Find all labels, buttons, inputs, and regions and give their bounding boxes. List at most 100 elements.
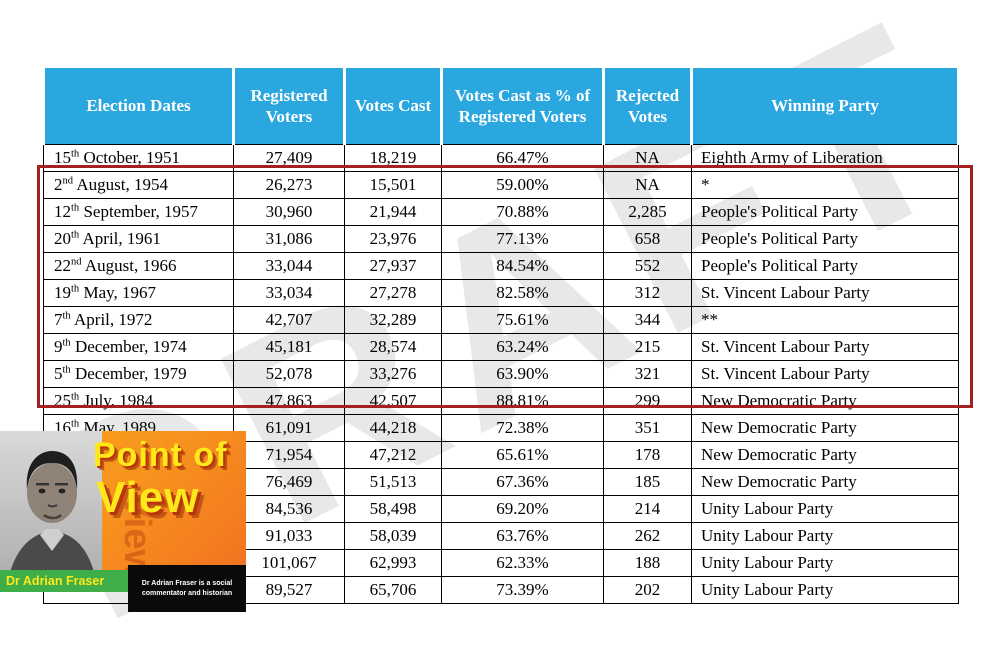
cell-votes-cast: 15,501 bbox=[344, 171, 442, 199]
table-row: 84,536 58,498 69.20% 214 Unity Labour Pa… bbox=[43, 495, 959, 523]
cell-winning-party: Unity Labour Party bbox=[691, 549, 959, 577]
cell-election-date: 15th October, 1951 bbox=[43, 144, 234, 172]
cell-election-date: 22nd August, 1966 bbox=[43, 252, 234, 280]
cell-votes-cast: 18,219 bbox=[344, 144, 442, 172]
cell-winning-party: People's Political Party bbox=[691, 198, 959, 226]
cell-votes-cast: 51,513 bbox=[344, 468, 442, 496]
cell-election-date: 25th July, 1984 bbox=[43, 387, 234, 415]
cell-votes-cast: 44,218 bbox=[344, 414, 442, 442]
cell-registered-voters: 33,034 bbox=[233, 279, 345, 307]
cell-votes-cast-pct: 69.20% bbox=[441, 495, 604, 523]
table-row: 7th April, 1972 42,707 32,289 75.61% 344… bbox=[43, 306, 959, 334]
portrait-photo bbox=[0, 431, 102, 592]
cell-registered-voters: 31,086 bbox=[233, 225, 345, 253]
cell-election-date: 2nd August, 1954 bbox=[43, 171, 234, 199]
cell-election-date: 7th April, 1972 bbox=[43, 306, 234, 334]
cell-election-date: 12th September, 1957 bbox=[43, 198, 234, 226]
cell-rejected-votes: 202 bbox=[603, 576, 692, 604]
cell-rejected-votes: 658 bbox=[603, 225, 692, 253]
cell-votes-cast: 27,937 bbox=[344, 252, 442, 280]
cell-rejected-votes: 299 bbox=[603, 387, 692, 415]
cell-registered-voters: 42,707 bbox=[233, 306, 345, 334]
cell-votes-cast-pct: 82.58% bbox=[441, 279, 604, 307]
cell-winning-party: New Democratic Party bbox=[691, 441, 959, 469]
cell-winning-party: New Democratic Party bbox=[691, 414, 959, 442]
cell-winning-party: St. Vincent Labour Party bbox=[691, 279, 959, 307]
table-row: 9th December, 1974 45,181 28,574 63.24% … bbox=[43, 333, 959, 361]
cell-registered-voters: 89,527 bbox=[233, 576, 345, 604]
cell-registered-voters: 30,960 bbox=[233, 198, 345, 226]
cell-winning-party: * bbox=[691, 171, 959, 199]
cell-winning-party: People's Political Party bbox=[691, 252, 959, 280]
cell-election-date: 9th December, 1974 bbox=[43, 333, 234, 361]
cell-votes-cast: 65,706 bbox=[344, 576, 442, 604]
cell-registered-voters: 26,273 bbox=[233, 171, 345, 199]
cell-votes-cast-pct: 63.76% bbox=[441, 522, 604, 550]
cell-registered-voters: 27,409 bbox=[233, 144, 345, 172]
table-row: 15th October, 1951 27,409 18,219 66.47% … bbox=[43, 144, 959, 172]
cell-rejected-votes: 2,285 bbox=[603, 198, 692, 226]
cell-votes-cast-pct: 77.13% bbox=[441, 225, 604, 253]
cell-winning-party: People's Political Party bbox=[691, 225, 959, 253]
cell-rejected-votes: 344 bbox=[603, 306, 692, 334]
election-table-body: 15th October, 1951 27,409 18,219 66.47% … bbox=[43, 144, 959, 604]
cell-rejected-votes: 321 bbox=[603, 360, 692, 388]
cell-rejected-votes: 312 bbox=[603, 279, 692, 307]
cell-votes-cast: 21,944 bbox=[344, 198, 442, 226]
banner-title-line2: View bbox=[96, 473, 200, 522]
column-header-election-dates: Election Dates bbox=[42, 68, 235, 145]
table-row: 20th April, 1961 31,086 23,976 77.13% 65… bbox=[43, 225, 959, 253]
cell-winning-party: New Democratic Party bbox=[691, 468, 959, 496]
portrait-photo-illustration bbox=[0, 431, 102, 592]
cell-rejected-votes: 214 bbox=[603, 495, 692, 523]
cell-votes-cast-pct: 62.33% bbox=[441, 549, 604, 577]
cell-votes-cast-pct: 59.00% bbox=[441, 171, 604, 199]
cell-votes-cast: 58,039 bbox=[344, 522, 442, 550]
cell-rejected-votes: NA bbox=[603, 171, 692, 199]
cell-votes-cast: 33,276 bbox=[344, 360, 442, 388]
table-row: 22nd August, 1966 33,044 27,937 84.54% 5… bbox=[43, 252, 959, 280]
cell-winning-party: Eighth Army of Liberation bbox=[691, 144, 959, 172]
cell-election-date: 20th April, 1961 bbox=[43, 225, 234, 253]
cell-votes-cast-pct: 63.24% bbox=[441, 333, 604, 361]
cell-votes-cast-pct: 88.81% bbox=[441, 387, 604, 415]
cell-votes-cast-pct: 72.38% bbox=[441, 414, 604, 442]
cell-votes-cast-pct: 75.61% bbox=[441, 306, 604, 334]
table-row: 2nd August, 1954 26,273 15,501 59.00% NA… bbox=[43, 171, 959, 199]
cell-winning-party: Unity Labour Party bbox=[691, 495, 959, 523]
cell-rejected-votes: 262 bbox=[603, 522, 692, 550]
author-caption: Dr Adrian Fraser is a social commentator… bbox=[128, 565, 246, 612]
cell-votes-cast-pct: 70.88% bbox=[441, 198, 604, 226]
cell-registered-voters: 33,044 bbox=[233, 252, 345, 280]
header-row: Election Dates Registered Voters Votes C… bbox=[42, 68, 960, 145]
cell-votes-cast: 27,278 bbox=[344, 279, 442, 307]
column-header-votes-cast: Votes Cast bbox=[343, 68, 443, 145]
cell-election-date: 19th May, 1967 bbox=[43, 279, 234, 307]
cell-registered-voters: 47,863 bbox=[233, 387, 345, 415]
cell-votes-cast: 28,574 bbox=[344, 333, 442, 361]
cell-votes-cast-pct: 65.61% bbox=[441, 441, 604, 469]
cell-votes-cast: 42,507 bbox=[344, 387, 442, 415]
column-header-rejected-votes: Rejected Votes bbox=[602, 68, 693, 145]
table-row: 19th May, 1967 33,034 27,278 82.58% 312 … bbox=[43, 279, 959, 307]
cell-votes-cast: 47,212 bbox=[344, 441, 442, 469]
cell-registered-voters: 61,091 bbox=[233, 414, 345, 442]
cell-registered-voters: 101,067 bbox=[233, 549, 345, 577]
cell-rejected-votes: 185 bbox=[603, 468, 692, 496]
cell-votes-cast-pct: 67.36% bbox=[441, 468, 604, 496]
cell-rejected-votes: 215 bbox=[603, 333, 692, 361]
cell-election-date: 5th December, 1979 bbox=[43, 360, 234, 388]
cell-rejected-votes: 188 bbox=[603, 549, 692, 577]
author-name-bar: Dr Adrian Fraser bbox=[0, 570, 130, 592]
cell-winning-party: St. Vincent Labour Party bbox=[691, 360, 959, 388]
cell-winning-party: New Democratic Party bbox=[691, 387, 959, 415]
cell-winning-party: Unity Labour Party bbox=[691, 576, 959, 604]
table-row: 12th September, 1957 30,960 21,944 70.88… bbox=[43, 198, 959, 226]
cell-rejected-votes: NA bbox=[603, 144, 692, 172]
cell-winning-party: Unity Labour Party bbox=[691, 522, 959, 550]
cell-votes-cast-pct: 66.47% bbox=[441, 144, 604, 172]
cell-rejected-votes: 552 bbox=[603, 252, 692, 280]
cell-votes-cast-pct: 73.39% bbox=[441, 576, 604, 604]
cell-rejected-votes: 178 bbox=[603, 441, 692, 469]
